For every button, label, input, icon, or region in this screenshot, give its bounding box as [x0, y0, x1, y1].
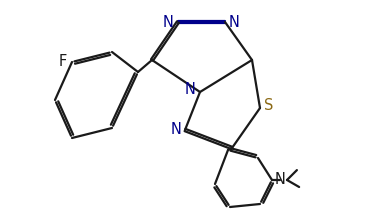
Text: N: N: [229, 14, 240, 29]
Text: F: F: [59, 55, 67, 69]
Text: S: S: [264, 98, 273, 114]
Text: N: N: [274, 173, 285, 187]
Text: N: N: [185, 82, 196, 98]
Text: N: N: [170, 122, 181, 138]
Text: N: N: [163, 14, 174, 29]
